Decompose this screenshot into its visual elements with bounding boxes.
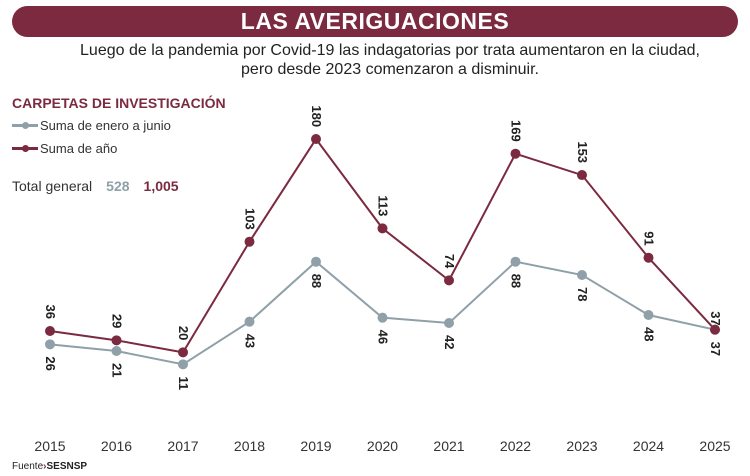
x-tick-label: 2018	[234, 438, 265, 454]
x-tick-label: 2025	[699, 438, 730, 454]
data-label: 36	[43, 305, 58, 319]
legend-label: Suma de enero a junio	[40, 118, 171, 133]
data-point	[178, 359, 188, 370]
data-label: 20	[176, 326, 191, 340]
data-label: 21	[110, 363, 125, 377]
data-point	[111, 335, 122, 346]
data-point	[643, 310, 654, 321]
data-label: 43	[243, 334, 258, 348]
data-label: 37	[708, 311, 723, 325]
subtitle: Luego de la pandemia por Covid-19 las in…	[60, 41, 720, 79]
data-point	[643, 252, 654, 263]
x-tick-label: 2017	[167, 438, 198, 454]
x-tick-label: 2016	[101, 438, 132, 454]
data-point	[377, 223, 388, 234]
total-year: 1,005	[143, 178, 179, 194]
x-tick-label: 2015	[34, 438, 65, 454]
data-point	[710, 324, 720, 335]
data-point	[510, 148, 521, 159]
data-label: 26	[43, 356, 58, 370]
legend-jan-jun: Suma de enero a junio	[12, 118, 171, 133]
x-tick-label: 2021	[433, 438, 464, 454]
data-label: 113	[376, 195, 391, 216]
data-point	[510, 256, 521, 267]
data-point	[311, 256, 321, 267]
data-label: 88	[509, 274, 524, 288]
data-label: 29	[110, 314, 125, 328]
total-jan-jun: 528	[106, 178, 130, 194]
data-point	[244, 236, 255, 247]
x-tick-label: 2024	[633, 438, 664, 454]
x-tick-label: 2020	[367, 438, 398, 454]
data-label: 11	[176, 376, 191, 390]
data-label: 74	[442, 254, 457, 269]
legend-year: Suma de año	[12, 141, 117, 156]
data-label: 88	[309, 274, 324, 288]
total-general: Total general 528 1,005	[12, 178, 193, 194]
data-point	[111, 346, 122, 357]
data-point	[178, 347, 188, 358]
data-label: 91	[642, 231, 657, 245]
legend-label: Suma de año	[40, 141, 118, 156]
data-point	[244, 316, 255, 327]
total-label: Total general	[12, 178, 93, 194]
source-name: SESNSP	[46, 461, 88, 472]
data-point	[45, 339, 55, 350]
data-label: 180	[309, 105, 324, 127]
legend-swatch-year	[12, 145, 38, 152]
banner-title: LAS AVERIGUACIONES	[12, 6, 738, 37]
source-label: Fuente	[12, 461, 44, 472]
data-point	[444, 275, 454, 286]
data-label: 103	[243, 208, 258, 230]
source: Fuente›SESNSP	[12, 461, 88, 472]
subtitle-line-1: Luego de la pandemia por Covid-19 las in…	[80, 42, 700, 59]
subtitle-line-2: pero desde 2023 comenzaron a disminuir.	[241, 61, 539, 78]
x-tick-label: 2023	[566, 438, 597, 454]
data-point	[377, 312, 388, 323]
chart-title: CARPETAS DE INVESTIGACIÓN	[12, 95, 226, 111]
x-tick-label: 2022	[500, 438, 531, 454]
data-point	[444, 318, 454, 329]
x-tick-label: 2019	[300, 438, 331, 454]
data-label: 37	[708, 342, 723, 356]
data-point	[577, 170, 587, 181]
data-label: 153	[575, 141, 590, 163]
data-point	[45, 326, 55, 337]
data-label: 78	[575, 287, 590, 301]
data-label: 169	[509, 120, 524, 142]
legend-swatch-jan-jun	[12, 122, 38, 129]
data-label: 46	[376, 330, 391, 344]
data-point	[311, 134, 321, 145]
data-label: 42	[442, 335, 457, 349]
data-point	[577, 270, 587, 281]
data-label: 48	[642, 327, 657, 341]
